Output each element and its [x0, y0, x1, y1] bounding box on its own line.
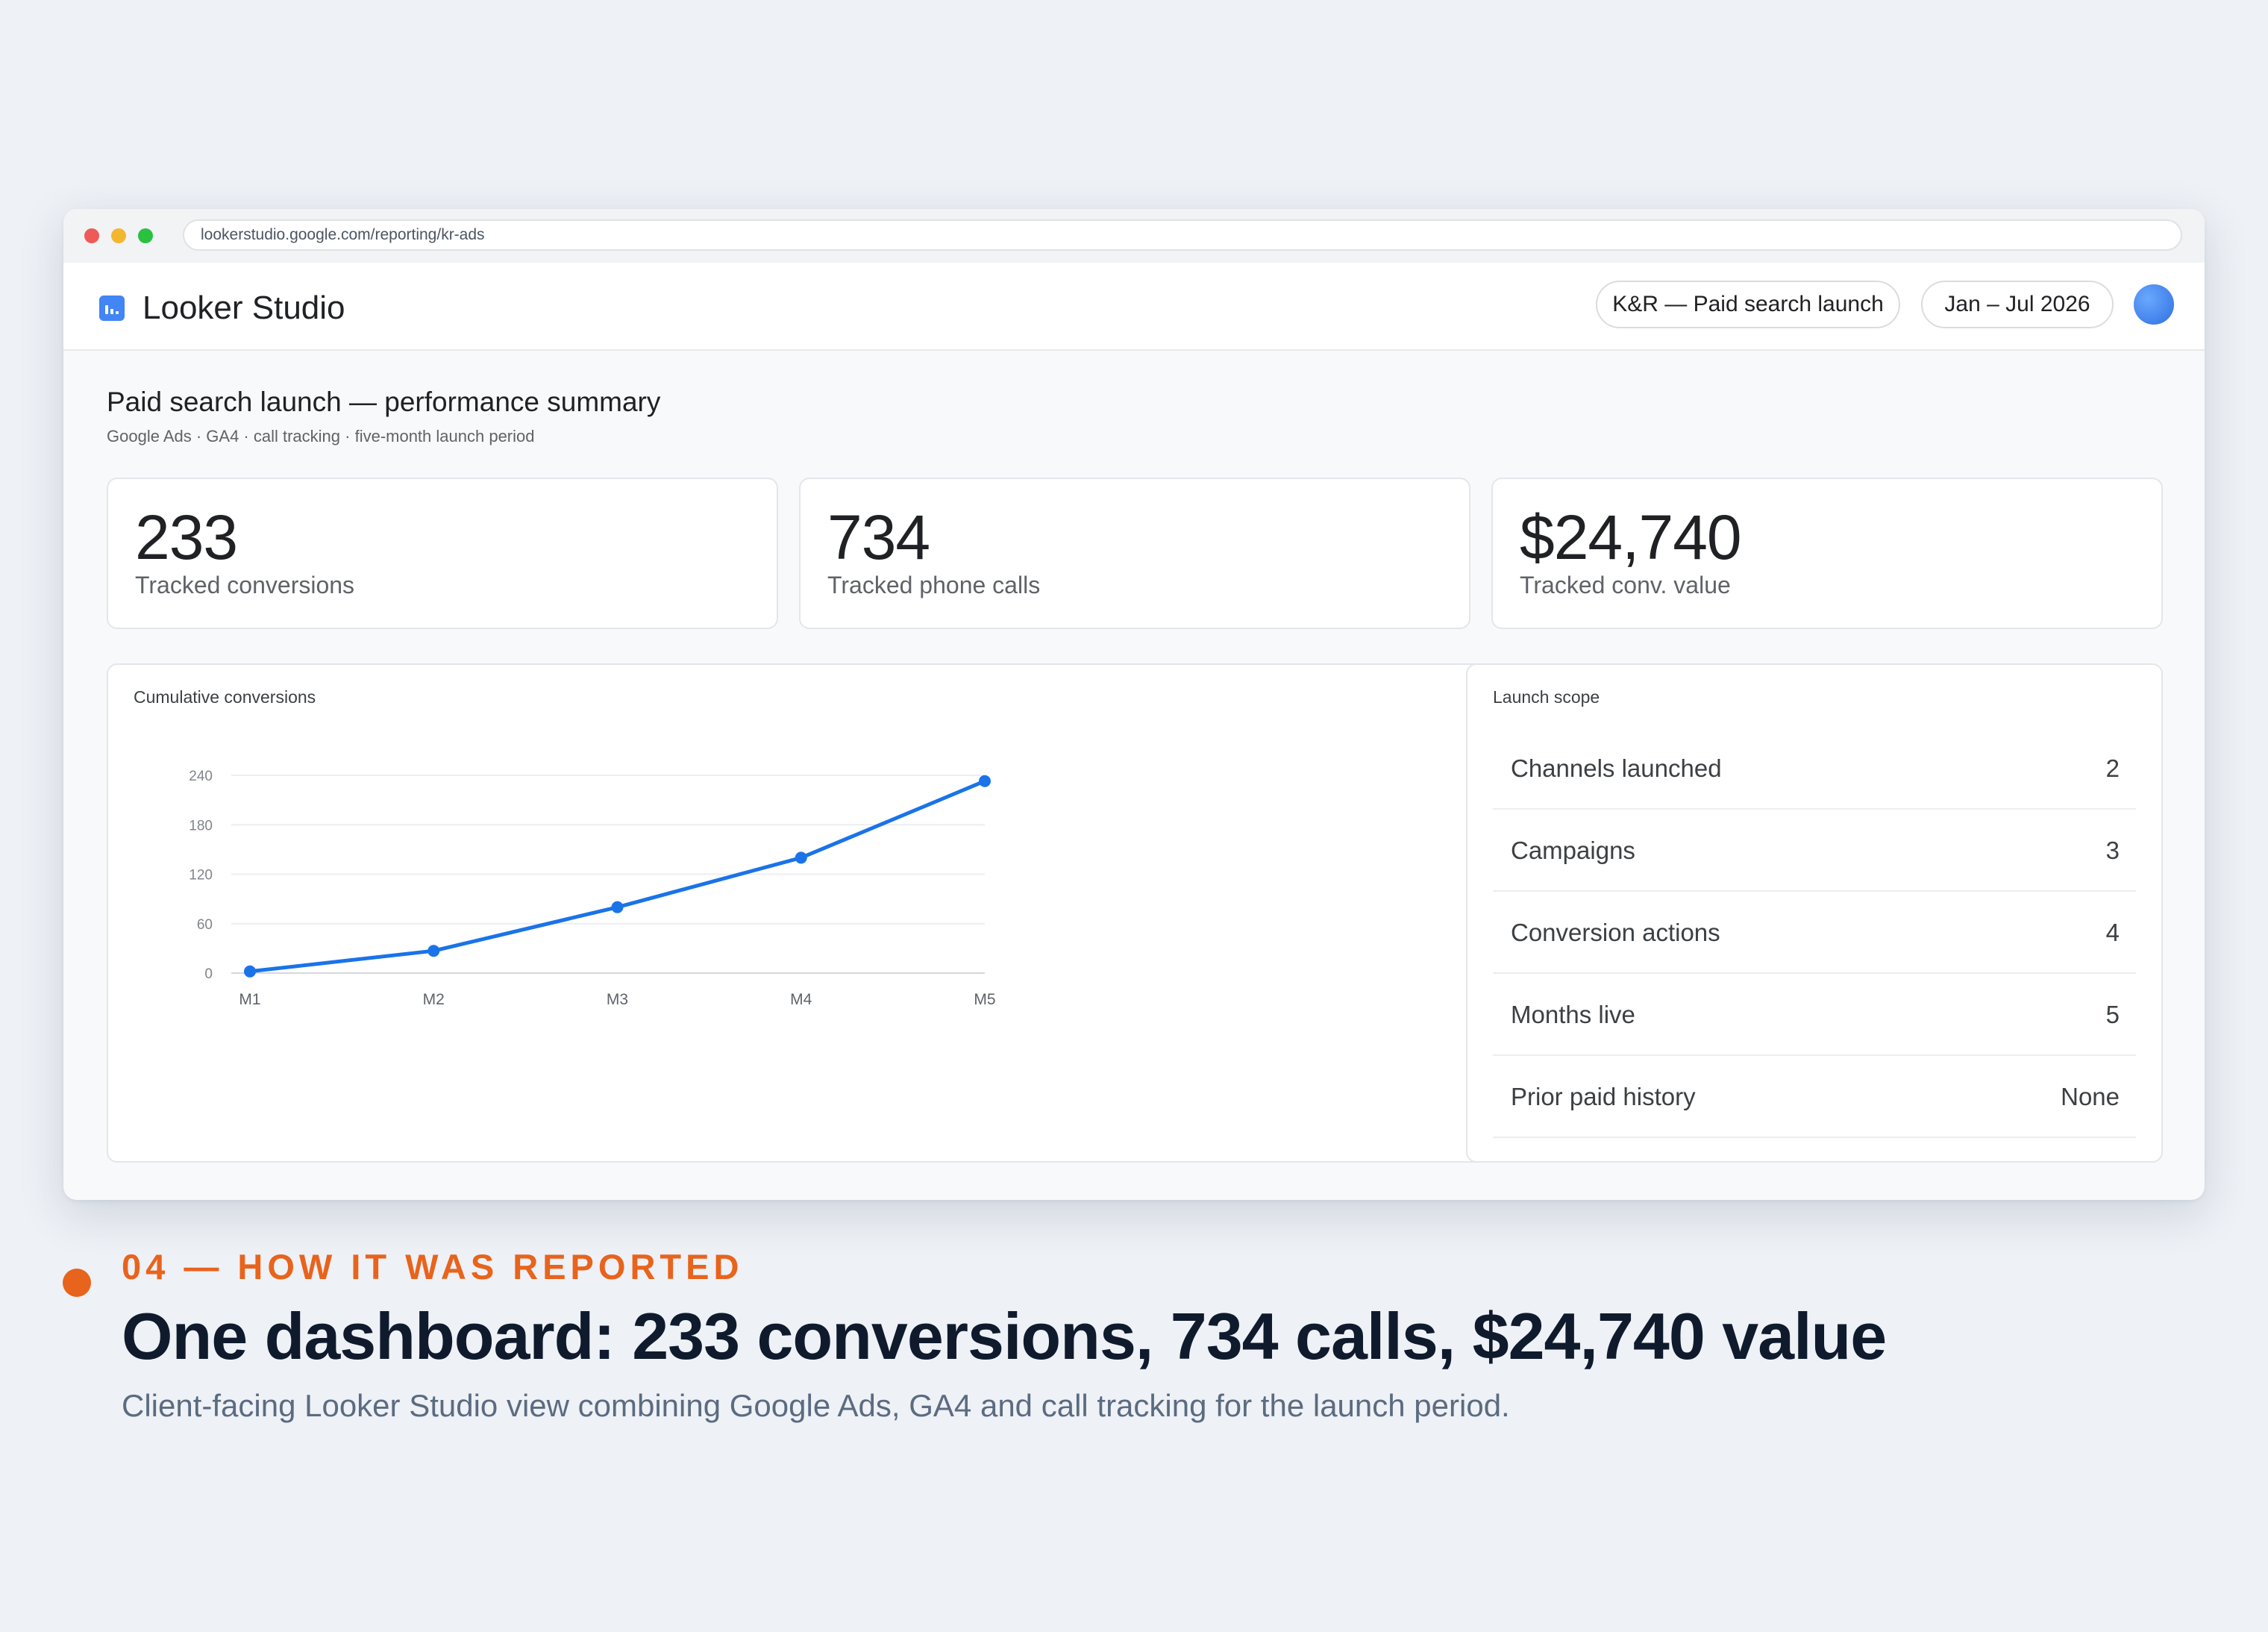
- avatar[interactable]: [2134, 284, 2174, 325]
- chart-title: Cumulative conversions: [134, 687, 316, 707]
- caption-eyebrow: 04 — HOW IT WAS REPORTED: [122, 1247, 744, 1286]
- scope-label: Months live: [1511, 1001, 1635, 1028]
- kpi-value: $24,740: [1520, 502, 1742, 572]
- page-subtitle: Google Ads · GA4 · call tracking · five-…: [107, 427, 535, 445]
- close-window-button[interactable]: [84, 228, 99, 243]
- maximize-window-button[interactable]: [138, 228, 153, 243]
- scope-label: Prior paid history: [1511, 1083, 1696, 1110]
- kpi-value: 233: [135, 502, 238, 572]
- scope-row-channels: Channels launched 2: [1493, 728, 2136, 810]
- x-tick-label: M5: [974, 991, 995, 1008]
- scope-label: Campaigns: [1511, 837, 1635, 864]
- report-selector-chip[interactable]: K&R — Paid search launch: [1596, 281, 1900, 328]
- scope-row-months-live: Months live 5: [1493, 974, 2136, 1056]
- scope-value: 4: [2105, 919, 2120, 946]
- x-tick-label: M2: [423, 991, 445, 1008]
- cumulative-conversions-chart: 0 60 120 180 240 M1 M2 M3 M4 M5: [189, 769, 995, 1008]
- scope-label: Channels launched: [1511, 754, 1722, 782]
- data-point: [795, 851, 807, 864]
- date-range-chip[interactable]: Jan – Jul 2026: [1921, 281, 2114, 328]
- scope-value: 5: [2105, 1001, 2120, 1028]
- y-tick-label: 180: [189, 818, 213, 834]
- y-tick-label: 60: [197, 917, 213, 933]
- kpi-card-value: $24,740 Tracked conv. value: [1491, 478, 2163, 629]
- y-tick-label: 120: [189, 868, 213, 884]
- minimize-window-button[interactable]: [111, 228, 126, 243]
- caption-bullet-icon: [63, 1269, 91, 1297]
- kpi-label: Tracked phone calls: [827, 572, 1041, 598]
- scope-row-prior-history: Prior paid history None: [1493, 1056, 2136, 1138]
- x-tick-label: M4: [790, 991, 812, 1008]
- kpi-label: Tracked conversions: [135, 572, 355, 598]
- browser-chrome: lookerstudio.google.com/reporting/kr-ads: [63, 209, 2205, 264]
- scope-row-conversion-actions: Conversion actions 4: [1493, 892, 2136, 974]
- launch-scope-card: Launch scope Channels launched 2 Campaig…: [1466, 663, 2163, 1163]
- address-bar[interactable]: lookerstudio.google.com/reporting/kr-ads: [183, 219, 2182, 251]
- scope-row-campaigns: Campaigns 3: [1493, 810, 2136, 892]
- y-tick-label: 240: [189, 769, 213, 784]
- scope-value: 3: [2105, 837, 2120, 864]
- data-point: [427, 945, 440, 957]
- scope-value: 2: [2105, 754, 2120, 782]
- kpi-label: Tracked conv. value: [1520, 572, 1731, 598]
- kpi-card-calls: 734 Tracked phone calls: [799, 478, 1470, 629]
- scope-label: Conversion actions: [1511, 919, 1720, 946]
- y-tick-label: 0: [204, 966, 213, 982]
- x-tick-label: M1: [239, 991, 260, 1008]
- bar-chart-logo-icon: [99, 296, 125, 321]
- x-tick-label: M3: [607, 991, 628, 1008]
- app-title: Looker Studio: [142, 290, 345, 326]
- series-line: [248, 779, 987, 974]
- data-point: [244, 965, 256, 978]
- kpi-value: 734: [827, 502, 930, 572]
- scope-title: Launch scope: [1493, 687, 1600, 707]
- page-title: Paid search launch — performance summary: [107, 387, 661, 417]
- caption-headline: One dashboard: 233 conversions, 734 call…: [122, 1299, 1887, 1373]
- scope-value: None: [2061, 1083, 2120, 1110]
- caption-subline: Client-facing Looker Studio view combini…: [122, 1388, 1510, 1423]
- chart-card: Cumulative conversions 0 60 120 180 240 M1 M2 M…: [107, 663, 1506, 1163]
- kpi-card-conversions: 233 Tracked conversions: [107, 478, 778, 629]
- data-point: [979, 775, 991, 787]
- browser-window: lookerstudio.google.com/reporting/kr-ads…: [63, 209, 2205, 1200]
- data-point: [611, 901, 624, 913]
- app-header: Looker Studio K&R — Paid search launch J…: [63, 263, 2205, 351]
